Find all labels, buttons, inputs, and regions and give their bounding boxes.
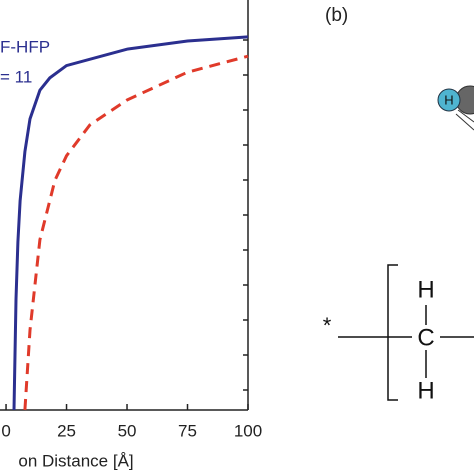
structure (338, 264, 474, 401)
atom-label: H (417, 377, 434, 404)
x-tick-label: 100 (234, 421, 262, 440)
plot-frame (0, 0, 249, 411)
x-tick-label: 0 (1, 421, 10, 440)
x-tick-label: 50 (118, 421, 137, 440)
data-line (12, 35, 249, 411)
panel-label: (b) (325, 5, 348, 26)
atom-label: C (417, 324, 434, 351)
x-tick-label: 25 (57, 421, 76, 440)
annotation: = 11 (0, 67, 32, 86)
x-tick-label: 75 (178, 421, 197, 440)
star: * (323, 313, 332, 338)
data-line (23, 54, 249, 411)
molecule: H (437, 85, 474, 131)
atom-label: H (444, 92, 453, 107)
x-axis-label: on Distance [Å] (18, 451, 133, 470)
annotation: F-HFP (0, 37, 50, 56)
atom-label: H (417, 276, 434, 303)
